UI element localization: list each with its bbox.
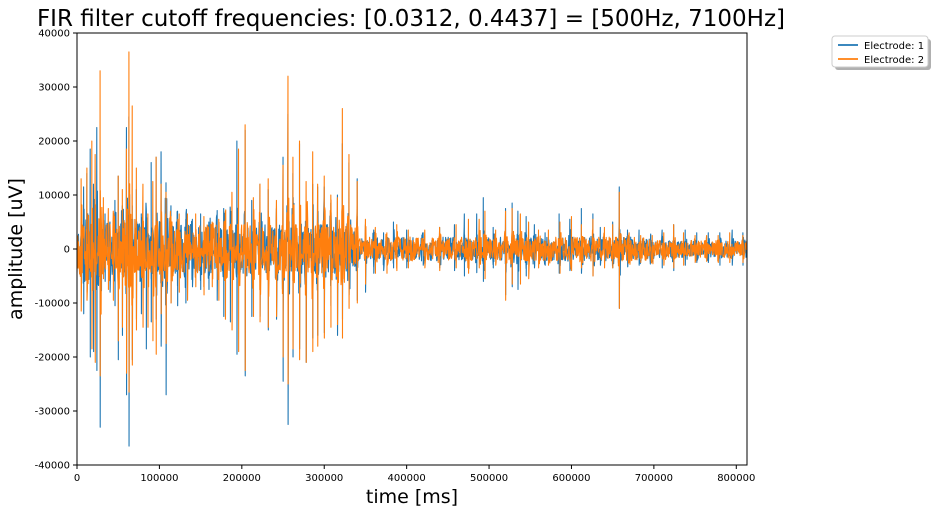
y-tick-label: -30000 bbox=[35, 407, 70, 418]
x-axis-label: time [ms] bbox=[366, 486, 458, 508]
y-tick-label: -10000 bbox=[35, 299, 70, 310]
series-layer bbox=[77, 51, 747, 447]
y-tick-label: 0 bbox=[64, 245, 70, 256]
y-axis-ticks: -40000 -30000 -20000 -10000 0 10000 20000 30000… bbox=[35, 29, 77, 472]
x-tick-label: 600000 bbox=[552, 473, 590, 484]
plot-area bbox=[76, 32, 748, 466]
x-tick-label: 200000 bbox=[223, 473, 261, 484]
x-tick-label: 100000 bbox=[140, 473, 178, 484]
x-tick-label: 400000 bbox=[388, 473, 426, 484]
x-tick-label: 300000 bbox=[305, 473, 343, 484]
y-tick-label: 40000 bbox=[38, 29, 70, 40]
x-tick-label: 700000 bbox=[635, 473, 673, 484]
legend-label-electrode-2: Electrode: 2 bbox=[864, 55, 924, 66]
series-line-electrode-2 bbox=[77, 51, 747, 393]
x-tick-label: 0 bbox=[74, 473, 80, 484]
x-tick-label: 800000 bbox=[717, 473, 755, 484]
y-tick-label: 30000 bbox=[38, 83, 70, 94]
x-axis-ticks: 0 100000 200000 300000 400000 500000 600000 700… bbox=[74, 465, 755, 484]
legend-label-electrode-1: Electrode: 1 bbox=[864, 41, 924, 52]
legend: Electrode: 1 Electrode: 2 bbox=[831, 35, 931, 70]
y-tick-label: -40000 bbox=[35, 461, 70, 472]
chart-title: FIR filter cutoff frequencies: [0.0312, … bbox=[37, 6, 785, 32]
x-tick-label: 500000 bbox=[470, 473, 508, 484]
y-tick-label: -20000 bbox=[35, 353, 70, 364]
y-tick-label: 10000 bbox=[38, 191, 70, 202]
series-line-electrode-1 bbox=[77, 113, 747, 447]
y-axis-label: amplitude [uV] bbox=[5, 178, 27, 320]
y-tick-label: 20000 bbox=[38, 137, 70, 148]
